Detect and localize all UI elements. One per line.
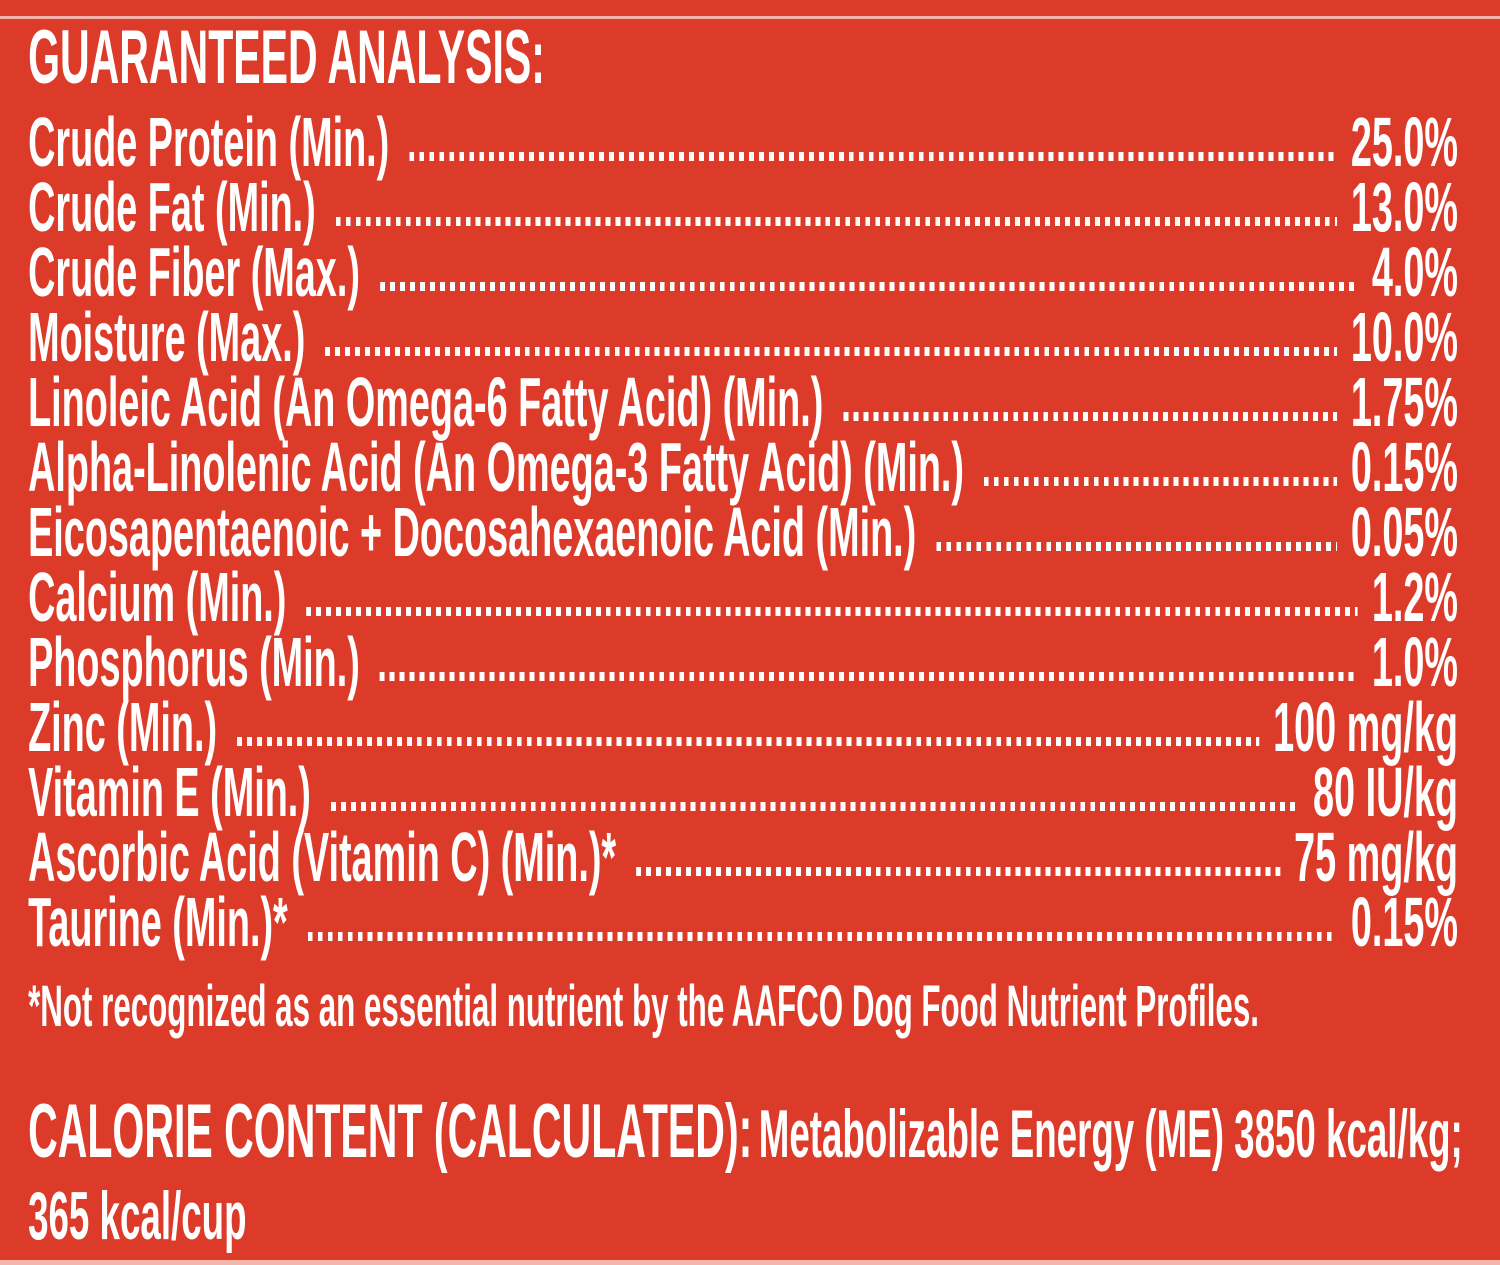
nutrient-value: 0.05%: [1350, 492, 1458, 571]
scan-edge-bottom: [0, 1260, 1500, 1265]
nutrient-value: 1.2%: [1371, 557, 1458, 636]
label-panel: { "panel": { "background_color": "#DC3B2…: [0, 16, 1500, 1265]
dot-leader: [843, 411, 1337, 421]
analysis-row: Moisture (Max.) 10.0%: [28, 302, 1458, 372]
nutrient-label: Phosphorus (Min.): [28, 622, 360, 701]
aafco-footnote: *Not recognized as an essential nutrient…: [28, 973, 1259, 1039]
dot-leader: [379, 671, 1358, 681]
nutrient-label: Zinc (Min.): [28, 687, 218, 766]
nutrient-label: Crude Fiber (Max.): [28, 232, 360, 311]
nutrient-label: Eicosapentaenoic + Docosahexaenoic Acid …: [28, 492, 917, 571]
nutrient-value: 80 IU/kg: [1313, 752, 1458, 831]
dot-leader: [409, 151, 1337, 161]
nutrient-value: 100 mg/kg: [1273, 687, 1458, 766]
nutrient-value: 10.0%: [1350, 297, 1458, 376]
guaranteed-analysis-panel: GUARANTEED ANALYSIS: Crude Protein (Min.…: [0, 16, 1500, 1265]
nutrient-label: Crude Fat (Min.): [28, 167, 316, 246]
nutrient-label: Ascorbic Acid (Vitamin C) (Min.)*: [28, 817, 617, 896]
analysis-row: Vitamin E (Min.) 80 IU/kg: [28, 757, 1458, 827]
nutrient-label: Alpha-Linolenic Acid (An Omega-3 Fatty A…: [28, 427, 965, 506]
guaranteed-analysis-title: GUARANTEED ANALYSIS:: [28, 15, 545, 100]
nutrient-value: 0.15%: [1350, 427, 1458, 506]
analysis-row: Alpha-Linolenic Acid (An Omega-3 Fatty A…: [28, 432, 1458, 502]
nutrient-value: 13.0%: [1350, 167, 1458, 246]
analysis-row: Taurine (Min.)* 0.15%: [28, 887, 1458, 957]
calorie-content-line1: CALORIE CONTENT (CALCULATED):Metabolizab…: [28, 1089, 1463, 1175]
nutrient-value: 25.0%: [1350, 102, 1458, 181]
dot-leader: [936, 541, 1337, 551]
analysis-row: Crude Fat (Min.) 13.0%: [28, 172, 1458, 242]
analysis-row: Zinc (Min.) 100 mg/kg: [28, 692, 1458, 762]
analysis-rows: Crude Protein (Min.) 25.0% Crude Fat (Mi…: [28, 107, 1458, 957]
scan-edge-top: [0, 16, 1500, 19]
analysis-row: Ascorbic Acid (Vitamin C) (Min.)* 75 mg/…: [28, 822, 1458, 892]
analysis-row: Phosphorus (Min.) 1.0%: [28, 627, 1458, 697]
calorie-content: CALORIE CONTENT (CALCULATED):Metabolizab…: [28, 1089, 1463, 1255]
dot-leader: [330, 801, 1299, 811]
analysis-row: Crude Protein (Min.) 25.0%: [28, 107, 1458, 177]
nutrient-value: 4.0%: [1371, 232, 1458, 311]
nutrient-label: Moisture (Max.): [28, 297, 306, 376]
nutrient-value: 1.75%: [1350, 362, 1458, 441]
metabolizable-energy-text: Metabolizable Energy (ME) 3850 kcal/kg;: [758, 1096, 1463, 1173]
nutrient-label: Crude Protein (Min.): [28, 102, 390, 181]
dot-leader: [983, 476, 1337, 486]
nutrient-label: Calcium (Min.): [28, 557, 287, 636]
dot-leader: [325, 346, 1337, 356]
nutrient-value: 1.0%: [1371, 622, 1458, 701]
dot-leader: [335, 216, 1337, 226]
calories-per-cup-text: 365 kcal/cup: [28, 1178, 247, 1255]
nutrient-value: 75 mg/kg: [1294, 817, 1458, 896]
analysis-row: Calcium (Min.) 1.2%: [28, 562, 1458, 632]
calorie-content-heading: CALORIE CONTENT (CALCULATED):: [28, 1089, 753, 1175]
nutrient-label: Linoleic Acid (An Omega-6 Fatty Acid) (M…: [28, 362, 824, 441]
analysis-row: Eicosapentaenoic + Docosahexaenoic Acid …: [28, 497, 1458, 567]
nutrient-label: Taurine (Min.)*: [28, 882, 288, 961]
dot-leader: [379, 281, 1358, 291]
analysis-row: Crude Fiber (Max.) 4.0%: [28, 237, 1458, 307]
nutrient-label: Vitamin E (Min.): [28, 752, 311, 831]
dot-leader: [636, 866, 1281, 876]
nutrient-value: 0.15%: [1350, 882, 1458, 961]
analysis-row: Linoleic Acid (An Omega-6 Fatty Acid) (M…: [28, 367, 1458, 437]
dot-leader: [306, 606, 1358, 616]
dot-leader: [307, 931, 1337, 941]
dot-leader: [237, 736, 1260, 746]
